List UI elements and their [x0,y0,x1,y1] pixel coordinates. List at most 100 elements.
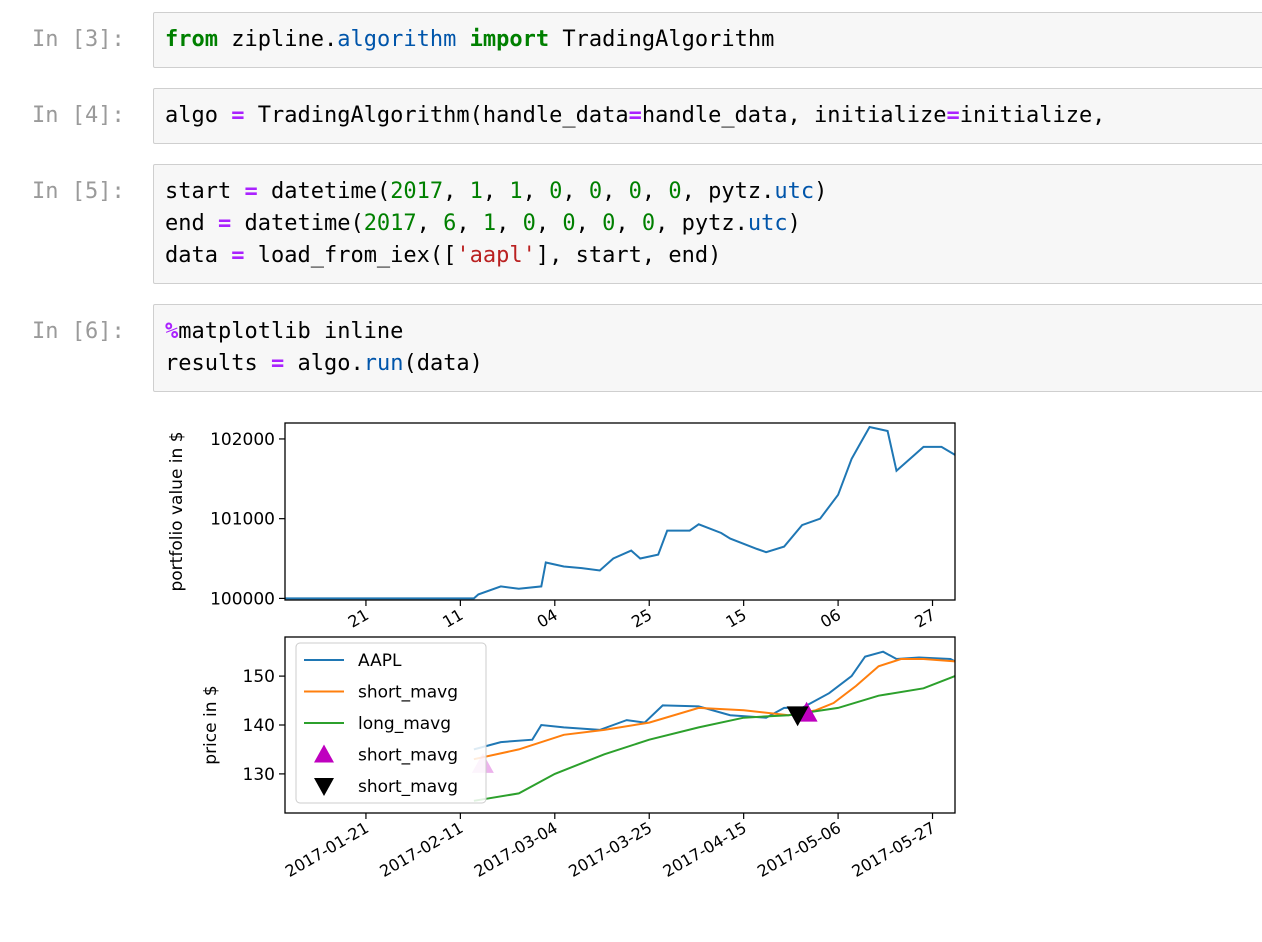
code-input[interactable]: from zipline.algorithm import TradingAlg… [153,12,1262,68]
x-tick-label: 11 [439,605,466,632]
x-tick-label: 2017-04-15 [660,818,750,881]
code-token: , [575,211,603,236]
legend-swatch [314,778,334,796]
code-token: initialize, [959,103,1106,128]
code-token: load_from_iex([ [244,243,457,268]
y-tick-label: 101000 [210,510,275,530]
series-line [473,650,956,751]
y-axis-label: portfolio value in $ [167,431,187,591]
cell-prompt: In [6]: [32,319,125,344]
code-token: 6 [443,211,457,236]
code-token: , [496,211,523,236]
code-token: 2017 [390,179,444,204]
code-token: data [165,243,232,268]
y-tick-label: 150 [243,667,275,687]
code-token: , [562,179,589,204]
code-token: 0 [549,179,563,204]
code-token: = [270,351,285,376]
code-token: , [615,211,642,236]
code-token: 2017 [363,211,417,236]
code-token: = [244,179,258,204]
y-tick-label: 140 [243,716,275,736]
code-token: 0 [641,211,656,236]
plot-area [285,423,955,600]
code-token: , [456,211,483,236]
code-text: %matplotlib inline results = algo.run(da… [154,305,1262,380]
axes-0: 100000 101000 102000 portfolio value in $ 21… [167,422,956,632]
code-token: from [165,27,218,52]
x-tick-label: 2017-03-04 [471,818,561,881]
code-input[interactable]: algo = TradingAlgorithm(handle_data=hand… [153,88,1262,144]
code-token: zipline. [217,27,338,52]
code-token: , pytz. [681,179,775,204]
code-token: 0 [668,179,682,204]
code-text: start = datetime(2017, 1, 1, 0, 0, 0, 0,… [154,165,1262,272]
x-tick-label: 15 [723,605,750,632]
code-token: 'aapl' [456,243,536,268]
code-token: , pytz. [655,211,748,236]
x-tick-label: 06 [817,605,844,632]
code-token: algo. [284,351,364,376]
code-token: = [946,103,960,128]
chart-legend: AAPL short_mavg long_mavg short_mavg short_m… [295,642,487,804]
y-axis-label: price in $ [201,685,221,764]
legend-label: short_mavg [358,746,458,766]
code-token: 0 [628,179,642,204]
legend-label: AAPL [358,651,402,671]
code-text: algo = TradingAlgorithm(handle_data=hand… [154,89,1262,132]
code-token: TradingAlgorithm(handle_data [244,103,629,128]
x-tick-label: 2017-05-27 [848,818,938,881]
code-token: , [482,179,510,204]
code-token: datetime( [257,179,391,204]
code-token: 0 [562,211,576,236]
legend-box [295,642,487,804]
code-token: 1 [482,211,497,236]
x-tick-label: 2017-03-25 [565,818,655,881]
legend-label: long_mavg [358,714,451,734]
code-token: , [416,211,444,236]
code-token: , [522,179,550,204]
code-token: run [363,351,404,376]
code-token: , [443,179,470,204]
code-token: = [217,211,232,236]
code-input[interactable]: %matplotlib inline results = algo.run(da… [153,304,1262,392]
code-token [456,27,469,52]
series-line [285,425,956,600]
code-input[interactable]: start = datetime(2017, 1, 1, 0, 0, 0, 0,… [153,164,1262,284]
code-token: handle_data, initialize [641,103,947,128]
code-token: , [641,179,669,204]
code-token: = [628,103,642,128]
x-tick-label: 25 [628,605,655,632]
x-tick-label: 2017-05-06 [754,818,844,881]
code-token: end [165,211,218,236]
code-token: 0 [522,211,536,236]
code-token: utc [774,179,815,204]
code-token: ], start, end) [535,243,722,268]
code-token: utc [747,211,788,236]
code-token: ) [787,211,801,236]
x-tick-label: 21 [345,605,372,632]
x-tick-label: 2017-01-21 [282,818,372,881]
y-tick-label: 102000 [210,430,275,450]
code-token: , [535,211,563,236]
code-token: (data) [403,351,483,376]
cell-prompt: In [5]: [32,179,125,204]
y-tick-label: 130 [243,765,275,785]
code-token: datetime( [231,211,364,236]
code-token: % [165,319,179,344]
code-token: 1 [509,179,523,204]
code-token: 0 [602,211,616,236]
code-token: algorithm [337,27,457,52]
y-tick-label: 100000 [210,589,275,609]
legend-label: short_mavg [358,777,458,797]
x-tick-label: 04 [534,605,561,632]
code-token: start [165,179,245,204]
x-tick-label: 27 [911,605,938,632]
code-token: = [231,103,245,128]
output-figure: 100000 101000 102000 portfolio value in $ 21… [158,405,978,939]
code-text: from zipline.algorithm import TradingAlg… [154,13,1262,56]
code-token: ) [814,179,828,204]
code-token: algo [165,103,232,128]
code-token: matplotlib inline [178,319,404,344]
code-token: TradingAlgorithm [549,27,775,52]
